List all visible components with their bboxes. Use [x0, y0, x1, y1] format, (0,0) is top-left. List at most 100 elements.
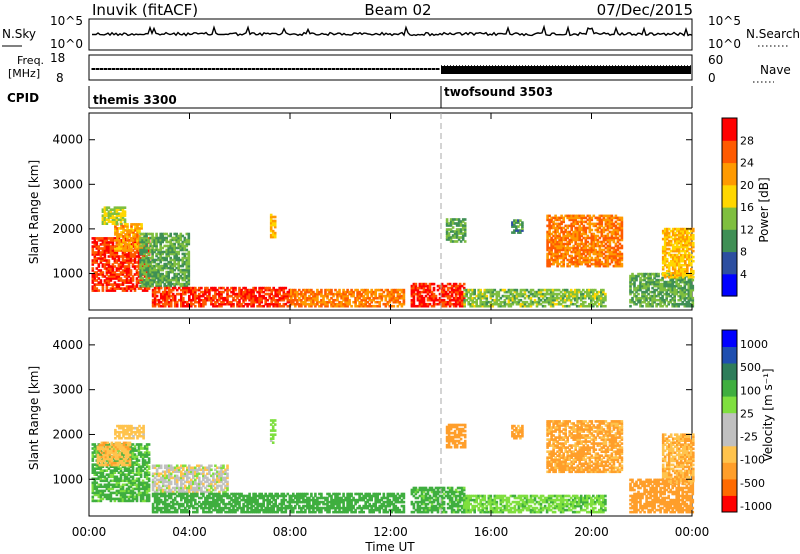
heatmap-cell — [675, 259, 679, 263]
heatmap-cell — [105, 212, 109, 215]
heatmap-cell — [129, 251, 133, 254]
heatmap-cell — [584, 290, 587, 294]
heatmap-cell — [491, 294, 495, 298]
heatmap-cell — [220, 290, 223, 294]
heatmap-cell — [610, 252, 614, 256]
heatmap-cell — [147, 260, 150, 264]
heatmap-cell — [103, 475, 107, 479]
heatmap-cell — [588, 230, 592, 234]
heatmap-cell — [145, 262, 148, 266]
heatmap-cell — [107, 269, 111, 272]
heatmap-cell — [410, 294, 414, 298]
heatmap-cell — [555, 302, 559, 306]
heatmap-cell — [606, 222, 610, 226]
heatmap-cell — [171, 252, 174, 256]
heatmap-cell — [268, 286, 271, 290]
heatmap-cell — [131, 265, 135, 268]
heatmap-cell — [99, 253, 103, 256]
heatmap-cell — [485, 288, 489, 292]
heatmap-cell — [131, 479, 135, 483]
heatmap-cell — [543, 300, 547, 304]
heatmap-cell — [138, 235, 141, 238]
heatmap-cell — [125, 255, 129, 258]
heatmap-cell — [95, 247, 99, 250]
heatmap-cell — [576, 216, 579, 220]
heatmap-cell — [566, 244, 569, 248]
heatmap-cell — [614, 244, 618, 248]
heatmap-cell — [462, 286, 466, 290]
heatmap-cell — [669, 229, 673, 233]
heatmap-cell — [115, 275, 119, 278]
heatmap-cell — [173, 246, 176, 250]
heatmap-cell — [216, 300, 219, 304]
heatmap-cell — [447, 224, 451, 227]
heatmap-cell — [677, 247, 681, 251]
heatmap-cell — [483, 294, 487, 298]
heatmap-cell — [690, 261, 693, 265]
heatmap-cell — [306, 290, 309, 294]
heatmap-cell — [274, 292, 277, 296]
heatmap-cell — [679, 241, 683, 245]
heatmap-cell — [671, 292, 674, 296]
heatmap-cell — [374, 294, 377, 298]
heatmap-cell — [608, 238, 612, 242]
heatmap-cell — [590, 246, 594, 250]
heatmap-cell — [105, 469, 109, 472]
heatmap-cell — [114, 227, 117, 230]
heatmap-cell — [372, 290, 375, 294]
y-tick-label: 4000 — [52, 133, 83, 147]
heatmap-cell — [573, 290, 577, 294]
heatmap-cell — [91, 263, 95, 266]
heatmap-cell — [169, 290, 173, 294]
heatmap-cell — [93, 277, 97, 280]
heatmap-cell — [304, 300, 307, 304]
heatmap-cell — [208, 298, 211, 302]
heatmap-cell — [129, 445, 133, 448]
heatmap-cell — [137, 473, 141, 476]
heatmap-cell — [234, 294, 237, 298]
heatmap-cell — [269, 235, 273, 239]
heatmap-cell — [669, 255, 673, 259]
heatmap-cell — [673, 263, 677, 267]
heatmap-cell — [230, 290, 233, 294]
heatmap-cell — [681, 300, 684, 304]
heatmap-cell — [525, 304, 529, 308]
heatmap-cell — [633, 302, 636, 306]
heatmap-cell — [440, 298, 444, 302]
heatmap-cell — [550, 218, 553, 222]
heatmap-cell — [105, 214, 109, 217]
heatmap-cell — [246, 292, 249, 296]
heatmap-cell — [684, 269, 687, 273]
heatmap-cell — [208, 296, 211, 300]
heatmap-cell — [123, 477, 127, 481]
heatmap-cell — [304, 294, 307, 298]
heatmap-cell — [246, 290, 249, 294]
heatmap-cell — [513, 294, 517, 298]
heatmap-cell — [153, 304, 157, 308]
heatmap-cell — [157, 252, 160, 256]
heatmap-cell — [137, 471, 141, 474]
heatmap-cell — [509, 292, 513, 296]
heatmap-cell — [454, 286, 458, 290]
heatmap-cell — [677, 227, 681, 231]
heatmap-cell — [99, 283, 103, 286]
heatmap-cell — [218, 302, 221, 306]
heatmap-cell — [153, 274, 156, 278]
heatmap-cell — [133, 479, 137, 483]
heatmap-cell — [635, 298, 638, 302]
heatmap-cell — [298, 292, 301, 296]
heatmap-cell — [688, 263, 691, 267]
heatmap-cell — [602, 262, 606, 266]
heatmap-cell — [165, 280, 168, 284]
heatmap-cell — [671, 275, 675, 279]
heatmap-cell — [204, 288, 207, 292]
heatmap-cell — [167, 294, 171, 298]
heatmap-cell — [121, 255, 125, 258]
heatmap-cell — [434, 302, 438, 306]
heatmap-cell — [428, 294, 432, 298]
heatmap-cell — [143, 248, 146, 252]
heatmap-cell — [582, 242, 586, 246]
heatmap-cell — [568, 260, 571, 264]
heatmap-cell — [655, 284, 658, 288]
heatmap-cell — [629, 304, 632, 308]
